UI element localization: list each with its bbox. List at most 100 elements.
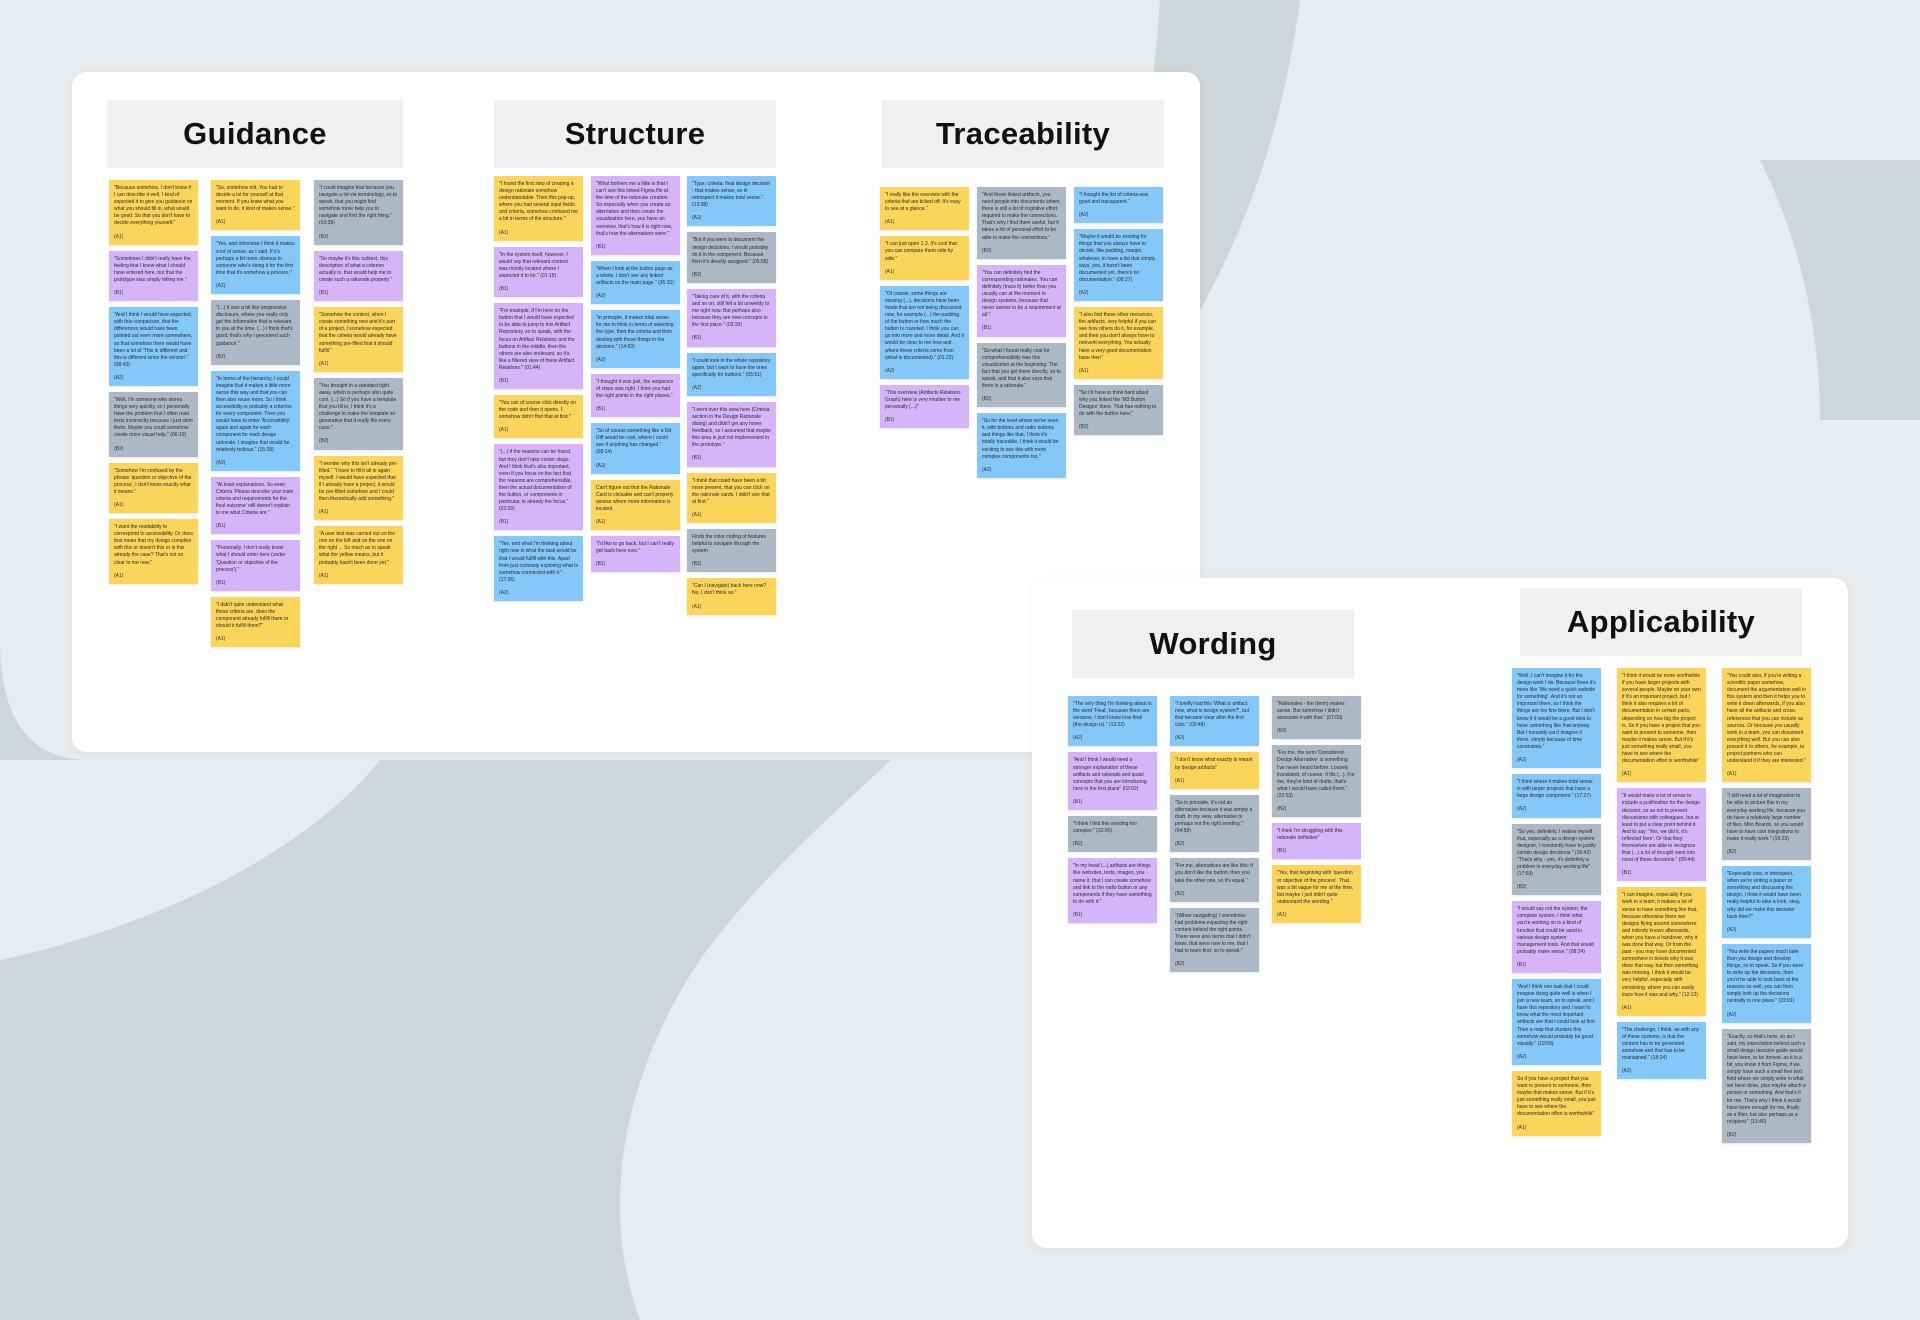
sticky-note[interactable]: "I think I find this wording too complex… xyxy=(1068,816,1157,853)
participant-tag: (A1) xyxy=(114,233,124,240)
sticky-note[interactable]: "I'd like to go back, but I can't really… xyxy=(591,536,680,573)
sticky-note[interactable]: "(When navigating) I sometimes had probl… xyxy=(1170,907,1259,973)
sticky-note[interactable]: "So, somehow not. You had to decide a lo… xyxy=(211,180,300,231)
sticky-note[interactable]: "You could also, if you're writing a sci… xyxy=(1722,668,1811,783)
sticky-note[interactable]: "But if you were to document the design … xyxy=(687,232,776,283)
participant-tag: (A1) xyxy=(1622,1004,1632,1011)
sticky-note[interactable]: "Well, I'm someone who stores things ver… xyxy=(109,391,198,457)
participant-tag: (A1) xyxy=(499,427,509,434)
participant-tag: (B1) xyxy=(114,290,124,297)
participant-tag: (A1) xyxy=(114,502,124,508)
sticky-note[interactable]: "I want the readability to correspond to… xyxy=(109,519,198,584)
sticky-note[interactable]: "(...) It was a bit like progressive dis… xyxy=(211,300,300,365)
participant-tag: (B1) xyxy=(596,243,606,250)
sticky-note[interactable]: "I didn't quite understand what these cr… xyxy=(211,596,300,648)
participant-tag: (A2) xyxy=(1175,735,1185,742)
sticky-note[interactable]: "And I think one task that I could imagi… xyxy=(1512,979,1601,1065)
sticky-note[interactable]: "This overview (Artifacts Relations Grap… xyxy=(880,384,969,429)
sticky-note[interactable]: "Yes, and otherwise I think it makes a l… xyxy=(211,236,300,295)
sticky-note[interactable]: "So in principle, it's not an alternativ… xyxy=(1170,794,1259,853)
sticky-note[interactable]: "I can just open 1.3. It's cool that you… xyxy=(880,236,969,280)
sticky-note[interactable]: "I wonder why this isn't already pre-fil… xyxy=(314,455,403,521)
sticky-note[interactable]: "I can imagine, especially if you work i… xyxy=(1617,887,1706,1016)
sticky-note[interactable]: "So for the level where we've seen it, w… xyxy=(977,413,1066,478)
sticky-note[interactable]: "So yes, definitely. I realise myself th… xyxy=(1512,823,1601,896)
sticky-note-quote: "I would say not the system, the complet… xyxy=(1517,906,1594,955)
sticky-note[interactable]: "The only thing I'm thinking about is th… xyxy=(1068,696,1157,747)
sticky-note[interactable]: "For me, alternatives are like this: if … xyxy=(1170,858,1259,902)
sticky-note[interactable]: "In the system itself, however, I would … xyxy=(494,246,583,298)
participant-tag: (A1) xyxy=(1727,771,1737,778)
sticky-note[interactable]: "When I look at the button page as a who… xyxy=(591,260,680,305)
sticky-note[interactable]: "I think where it makes total sense is w… xyxy=(1512,774,1601,818)
sticky-note[interactable]: "I still need a lot of imagination to be… xyxy=(1722,788,1811,861)
sticky-note[interactable]: "Yes, that beginning with 'question or o… xyxy=(1272,865,1361,923)
sticky-note-quote: "In the system itself, however, I would … xyxy=(499,251,568,279)
sticky-note-quote: Finds the color coding of features helpf… xyxy=(692,534,766,555)
sticky-note[interactable]: "And I think I would need a stronger exp… xyxy=(1068,752,1157,811)
sticky-note[interactable]: "Rationales - the (term) makes sense. Bu… xyxy=(1272,696,1361,740)
sticky-note[interactable]: "I would say not the system, the complet… xyxy=(1512,901,1601,973)
sticky-note[interactable]: "For me, the term 'Considered Design Alt… xyxy=(1272,745,1361,818)
sticky-note[interactable]: "What bothers me a little is that I can'… xyxy=(591,176,680,255)
sticky-note[interactable]: "At least explanations. So even Criteria… xyxy=(211,476,300,535)
sticky-note[interactable]: Finds the color coding of features helpf… xyxy=(687,529,776,573)
sticky-note[interactable]: "I briefly had this 'What is artifact no… xyxy=(1170,696,1259,747)
participant-tag: (B2) xyxy=(216,353,226,360)
sticky-note[interactable]: "I went over this area here (Criteria se… xyxy=(687,401,776,467)
sticky-note[interactable]: "And I think I would have expected, with… xyxy=(109,307,198,386)
sticky-note[interactable]: "For example, if I'm here on the button … xyxy=(494,303,583,390)
sticky-note[interactable]: "So what I found really cool for compreh… xyxy=(977,342,1066,408)
sticky-note[interactable]: "I don't know what exactly is meant by d… xyxy=(1170,752,1259,789)
sticky-note[interactable]: "And these linked artifacts, you need pe… xyxy=(977,187,1066,259)
sticky-note[interactable]: "In terms of the hierarchy, I could imag… xyxy=(211,370,300,471)
sticky-note[interactable]: "So of course something like a Git Diff … xyxy=(591,423,680,474)
sticky-note[interactable]: "Somehow the context, when I create some… xyxy=(314,307,403,372)
sticky-note[interactable]: "Somehow I'm confused by the phrase 'que… xyxy=(109,462,198,514)
sticky-note[interactable]: "Can I (navigate) back here now? No, I d… xyxy=(687,578,776,615)
sticky-note[interactable]: "I really like the overview with the cri… xyxy=(880,187,969,231)
sticky-note-quote: "So for the level where we've seen it, w… xyxy=(982,418,1059,460)
guidance-column-1: "Because somehow, I don't know if I can … xyxy=(109,180,198,590)
sticky-note[interactable]: So if you have a project that you want t… xyxy=(1512,1070,1601,1136)
sticky-note[interactable]: "I could imagine that because you naviga… xyxy=(314,180,403,245)
sticky-note[interactable]: "Yes, and what I'm thinking about right … xyxy=(494,536,583,602)
sticky-note[interactable]: "The challenge, I think, as with any of … xyxy=(1617,1021,1706,1080)
sticky-note[interactable]: "I also find these other resources, the … xyxy=(1074,307,1163,379)
sticky-note[interactable]: "You can of course click directly on the… xyxy=(494,395,583,439)
sticky-note[interactable]: "You brought in a standard right away, w… xyxy=(314,377,403,450)
guidance-column-2: "So, somehow not. You had to decide a lo… xyxy=(211,180,300,653)
sticky-note[interactable]: "A user test was carried out on the one … xyxy=(314,526,403,584)
sticky-note-quote: "So what I found really cool for compreh… xyxy=(982,347,1061,389)
sticky-note[interactable]: "I think that could have been a bit more… xyxy=(687,472,776,523)
sticky-note[interactable]: "I thought it was just, the sequence of … xyxy=(591,373,680,418)
sticky-note[interactable]: "You write the papers much later than yo… xyxy=(1722,943,1811,1023)
sticky-note[interactable]: "I could look in the whole repository ag… xyxy=(687,352,776,396)
sticky-note[interactable]: "(...) if the reasons can be found, but … xyxy=(494,444,583,531)
sticky-note[interactable]: "So maybe it's this subtext, this descri… xyxy=(314,250,403,302)
sticky-note[interactable]: "You can definitely find the correspondi… xyxy=(977,264,1066,337)
sticky-note[interactable]: Can't figure out that the Rationale Card… xyxy=(591,479,680,531)
sticky-note-quote: "I could imagine that because you naviga… xyxy=(319,185,398,227)
participant-tag: (A2) xyxy=(692,215,702,222)
participant-tag: (A2) xyxy=(1517,1053,1527,1060)
sticky-note[interactable]: "Maybe it would be exciting for things t… xyxy=(1074,229,1163,302)
sticky-note[interactable]: "In principle, it makes total sense for … xyxy=(591,310,680,368)
sticky-note[interactable]: "In my head (...) artifacts are things l… xyxy=(1068,858,1157,923)
sticky-note[interactable]: "Exactly, so that's here, so as I said, … xyxy=(1722,1028,1811,1143)
sticky-note[interactable]: "Well, I can't imagine it for the design… xyxy=(1512,668,1601,769)
sticky-note[interactable]: "I found the first step of creating a de… xyxy=(494,176,583,241)
sticky-note[interactable]: "Sometimes I didn't really have the feel… xyxy=(109,250,198,302)
sticky-note[interactable]: "I think it would be more worthwhile if … xyxy=(1617,668,1706,783)
sticky-note[interactable]: "So I'd have to think hard about why you… xyxy=(1074,384,1163,436)
sticky-note[interactable]: "Type, criteria, final design decision -… xyxy=(687,176,776,227)
sticky-note[interactable]: "Taking care of it, with the criteria an… xyxy=(687,288,776,347)
sticky-note[interactable]: "Especially now, in retrospect, when we'… xyxy=(1722,866,1811,938)
sticky-note[interactable]: "I thought the list of criteria was good… xyxy=(1074,187,1163,224)
participant-tag: (B2) xyxy=(1517,884,1527,891)
sticky-note[interactable]: "It would make a lot of sense to include… xyxy=(1617,788,1706,882)
sticky-note[interactable]: "Because somehow, I don't know if I can … xyxy=(109,180,198,245)
sticky-note[interactable]: "Personally, I don't really know what I … xyxy=(211,540,300,591)
sticky-note[interactable]: "I think I'm struggling with this ration… xyxy=(1272,823,1361,860)
sticky-note[interactable]: "Of course, some things are missing (...… xyxy=(880,285,969,379)
